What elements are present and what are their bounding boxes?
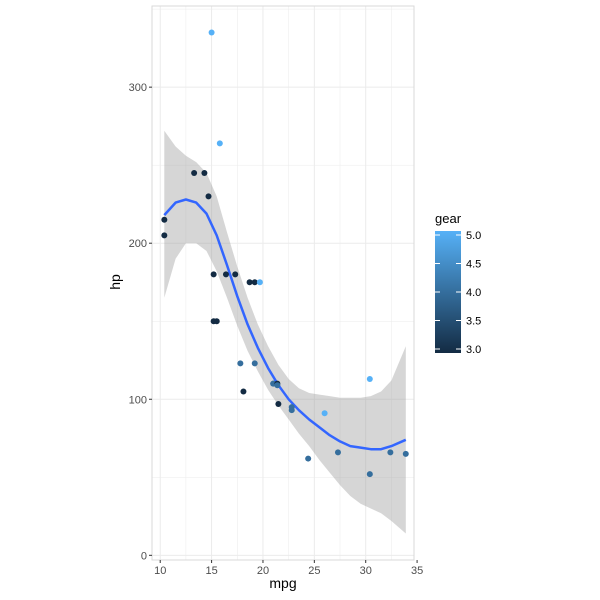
panel-background (152, 6, 414, 560)
y-tick-label: 200 (129, 238, 147, 250)
data-point (251, 360, 258, 367)
legend-ticks: 3.0 3.5 4.0 4.5 5.0 (435, 230, 481, 356)
smooth-ribbon-layer (164, 130, 406, 534)
points-layer (161, 29, 409, 478)
data-point (334, 449, 341, 456)
x-tick-label: 20 (257, 565, 269, 577)
data-point (232, 271, 239, 278)
legend-title: gear (435, 211, 462, 226)
data-point (210, 271, 217, 278)
legend: gear 3.0 3.5 4.0 4.5 5.0 (435, 211, 481, 356)
data-point (288, 404, 295, 411)
confidence-ribbon (164, 130, 406, 534)
data-point (205, 193, 212, 200)
gridlines (151, 5, 415, 561)
legend-tick-label: 4.5 (466, 259, 481, 271)
x-tick-label: 15 (205, 565, 217, 577)
data-point (222, 271, 229, 278)
plot-panel (152, 6, 414, 560)
x-tick-label: 10 (154, 565, 166, 577)
y-tick-label: 0 (141, 550, 147, 562)
y-tick-label: 100 (129, 394, 147, 406)
data-point (246, 279, 253, 286)
x-tick-label: 35 (411, 565, 423, 577)
data-point (366, 471, 373, 478)
data-point (161, 216, 168, 223)
data-point (216, 140, 223, 147)
legend-tick-label: 4.0 (466, 287, 481, 299)
data-point (191, 169, 198, 176)
data-point (366, 375, 373, 382)
legend-tick-label: 3.0 (466, 344, 481, 356)
data-point (210, 318, 217, 325)
x-axis-title: mpg (269, 575, 296, 591)
y-axis-ticks: 0 100 200 300 (129, 82, 152, 562)
data-point (237, 360, 244, 367)
data-point (240, 388, 247, 395)
legend-tick-label: 5.0 (466, 230, 481, 242)
smooth-line (163, 198, 407, 451)
x-tick-label: 30 (360, 565, 372, 577)
data-point (256, 279, 263, 286)
data-point (305, 455, 312, 462)
y-tick-label: 300 (129, 82, 147, 94)
data-point (208, 29, 215, 36)
legend-tick-label: 3.5 (466, 316, 481, 328)
x-axis-ticks: 10 15 20 25 30 35 (154, 560, 423, 577)
data-point (274, 382, 281, 389)
data-point (251, 279, 258, 286)
panel-border (151, 5, 415, 561)
data-point (275, 400, 282, 407)
data-point (201, 169, 208, 176)
data-point (387, 449, 394, 456)
smooth-curve-layer (163, 198, 407, 451)
data-point (161, 232, 168, 239)
y-axis-title: hp (107, 274, 123, 290)
data-point (321, 410, 328, 417)
x-tick-label: 25 (308, 565, 320, 577)
data-point (402, 450, 409, 457)
